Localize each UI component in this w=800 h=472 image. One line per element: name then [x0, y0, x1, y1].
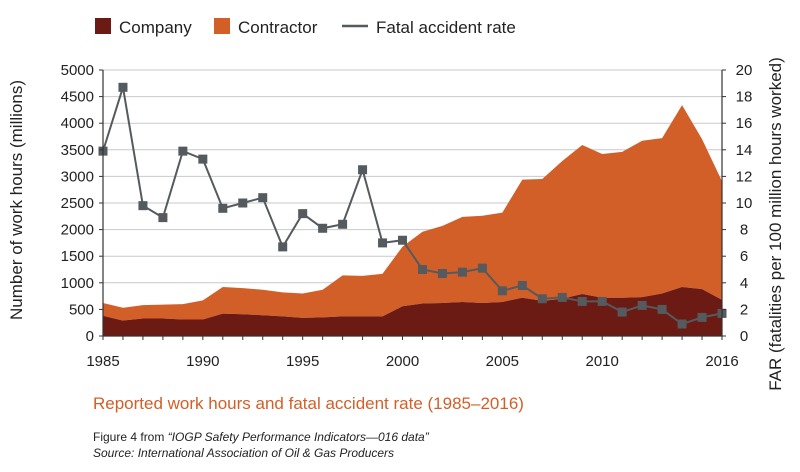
far-point-1988: [158, 213, 168, 223]
far-point-2003: [457, 267, 467, 277]
far-point-1994: [278, 242, 288, 252]
y-tick-label-5000: 5000: [61, 62, 94, 79]
far-point-2004: [477, 263, 487, 273]
caption-title: “IOGP Safety Performance Indicators—016 …: [167, 430, 429, 444]
chart-subtitle: Reported work hours and fatal accident r…: [93, 394, 524, 413]
y-tick-label-1500: 1500: [61, 248, 94, 265]
y2-tick-label-8: 8: [740, 222, 748, 239]
far-point-1996: [318, 223, 328, 233]
legend-label-company: Company: [119, 18, 192, 37]
y-tick-label-3500: 3500: [61, 142, 94, 159]
area-contractor: [103, 105, 722, 321]
y2-tick-label-0: 0: [740, 328, 748, 345]
y-tick-label-500: 500: [69, 301, 94, 318]
far-point-1990: [198, 154, 208, 164]
figure-caption: Figure 4 from “IOGP Safety Performance I…: [93, 430, 429, 444]
far-point-2009: [577, 296, 587, 306]
far-point-1986: [118, 82, 128, 92]
far-point-1993: [258, 193, 268, 203]
legend: Company Contractor Fatal accident rate: [95, 18, 516, 37]
y2-axis-label: FAR (fatalities per 100 million hours wo…: [766, 57, 785, 391]
x-tick-label-2016: 2016: [705, 353, 738, 370]
y2-tick-label-16: 16: [736, 115, 753, 132]
y2-tick-label-14: 14: [736, 142, 753, 159]
far-point-2000: [398, 235, 408, 245]
x-tick-label-1990: 1990: [186, 353, 219, 370]
far-point-1998: [358, 165, 368, 175]
x-tick-label-2000: 2000: [386, 353, 419, 370]
y-tick-label-1000: 1000: [61, 275, 94, 292]
far-point-2002: [437, 268, 447, 278]
y-tick-label-4500: 4500: [61, 89, 94, 106]
area-series: [103, 105, 722, 336]
y-tick-label-2000: 2000: [61, 222, 94, 239]
far-point-2015: [697, 312, 707, 322]
far-point-1991: [218, 203, 228, 213]
y-tick-label-0: 0: [86, 328, 94, 345]
far-point-2013: [657, 304, 667, 314]
far-point-2006: [517, 280, 527, 290]
far-point-2007: [537, 294, 547, 304]
y2-tick-label-2: 2: [740, 301, 748, 318]
far-point-2005: [497, 286, 507, 296]
y2-tick-label-6: 6: [740, 248, 748, 265]
far-point-1999: [378, 238, 388, 248]
far-point-1995: [298, 209, 308, 219]
legend-label-contractor: Contractor: [238, 18, 318, 37]
y2-tick-label-18: 18: [736, 89, 753, 106]
y2-tick-label-12: 12: [736, 168, 753, 185]
far-point-1987: [138, 201, 148, 211]
caption-prefix: Figure 4 from: [93, 430, 168, 444]
legend-label-far: Fatal accident rate: [376, 18, 516, 37]
far-point-1992: [238, 198, 248, 208]
x-tick-label-1985: 1985: [86, 353, 119, 370]
axes: 0 500 1000 1500 2000 2500 3000 3500 4000 4500 5000…: [61, 62, 753, 370]
legend-swatch-contractor: [214, 18, 230, 34]
y-tick-label-3000: 3000: [61, 168, 94, 185]
y2-tick-label-10: 10: [736, 195, 753, 212]
far-point-2001: [417, 265, 427, 274]
y2-tick-label-20: 20: [736, 62, 753, 79]
far-point-2011: [617, 307, 627, 317]
far-point-2008: [557, 292, 567, 302]
y-axis-label: Number of work hours (millions): [7, 80, 26, 320]
far-point-2014: [677, 319, 687, 329]
far-line-series: [98, 82, 727, 329]
far-point-2010: [597, 296, 607, 306]
far-point-2012: [637, 300, 647, 310]
x-tick-label-2010: 2010: [586, 353, 619, 370]
y2-tick-label-4: 4: [740, 275, 748, 292]
y-tick-label-2500: 2500: [61, 195, 94, 212]
x-tick-label-2005: 2005: [486, 353, 519, 370]
far-point-1989: [178, 146, 188, 156]
y-tick-label-4000: 4000: [61, 115, 94, 132]
source-caption: Source: International Association of Oil…: [93, 446, 395, 460]
far-point-1997: [338, 219, 348, 229]
legend-swatch-company: [95, 18, 111, 34]
x-tick-label-1995: 1995: [286, 353, 319, 370]
